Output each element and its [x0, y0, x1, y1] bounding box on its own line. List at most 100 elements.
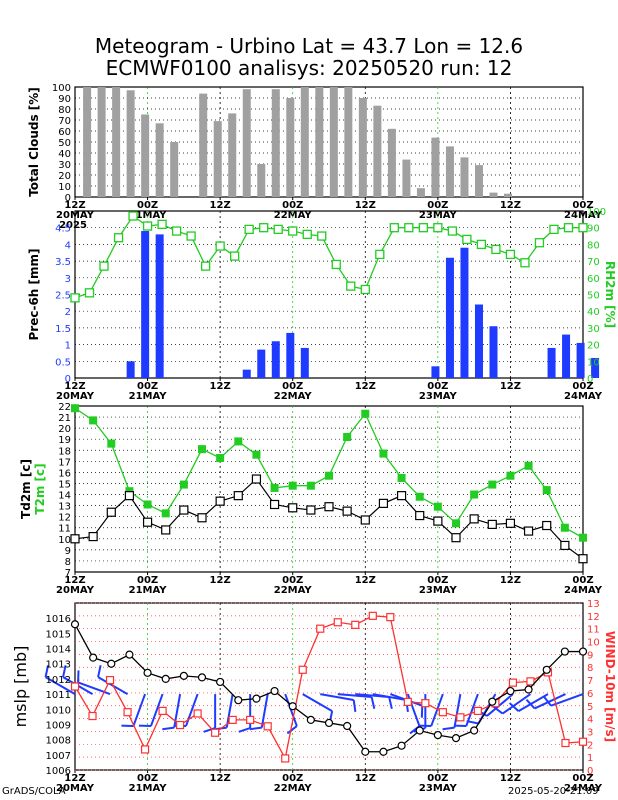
y-tick-label: 9	[65, 546, 71, 557]
td2m-marker	[342, 506, 352, 516]
x-tick-label: 00Z	[572, 200, 593, 211]
td2m-marker	[505, 518, 516, 528]
cloud-bar	[199, 93, 208, 197]
td2m-marker	[251, 474, 262, 484]
cloud-bar	[126, 90, 135, 197]
y-axis-label: mslp [mb]	[11, 646, 30, 728]
wind-barb-flag	[249, 726, 262, 731]
cloud-bar	[402, 159, 411, 197]
mslp-marker	[433, 730, 442, 740]
x-tick-label: 12Z	[500, 773, 521, 784]
mslp-marker	[524, 685, 533, 694]
td2m-marker	[378, 498, 389, 508]
precip-bar	[431, 366, 440, 378]
y-tick-label: 22	[58, 402, 71, 413]
mslp-marker	[578, 647, 588, 656]
mslp-marker	[306, 715, 315, 725]
wind-barb-flag	[466, 720, 479, 725]
cloud-bar	[504, 193, 513, 197]
x-year-label: 2025	[59, 220, 87, 231]
cloud-bar	[489, 192, 498, 197]
td2m-marker	[288, 503, 298, 513]
wind-marker	[158, 706, 167, 716]
y-tick-label: 90	[58, 94, 71, 105]
rh-marker	[273, 224, 283, 235]
y-tick-label: 1015	[46, 629, 71, 640]
rh-marker	[563, 223, 574, 233]
x-date-label: 23MAY	[419, 391, 458, 402]
y-right-tick-label: 60	[587, 274, 600, 285]
wind-marker	[526, 677, 535, 686]
mslp-marker	[89, 653, 98, 662]
wind-barb	[486, 693, 514, 717]
wind-barb	[185, 693, 199, 727]
td2m-marker	[70, 534, 80, 544]
cloud-bar	[112, 87, 121, 197]
x-tick-label: 00Z	[282, 200, 303, 211]
t2m-marker	[415, 492, 424, 501]
precip-bar	[286, 332, 295, 378]
wind-barb	[45, 676, 76, 695]
td2m-marker	[433, 516, 443, 526]
t2m-marker	[107, 439, 116, 448]
cloud-bar	[141, 114, 150, 197]
t2m-marker	[270, 483, 279, 492]
y-tick-label: 21	[58, 413, 71, 424]
cloud-bar	[329, 87, 338, 197]
title-line-1: Meteogram - Urbino Lat = 43.7 Lon = 12.6	[94, 34, 524, 58]
wind-marker	[438, 708, 447, 717]
y-right-tick-label: 70	[587, 257, 600, 268]
cloud-bar	[228, 113, 237, 197]
rh-marker	[99, 261, 109, 271]
mslp-marker	[361, 747, 370, 756]
mslp-marker	[70, 620, 80, 629]
rh-marker	[186, 231, 196, 241]
mslp-marker	[488, 697, 497, 706]
footer-left: GrADS/COLA	[2, 786, 66, 797]
y-tick-label: 1011	[46, 690, 71, 701]
y-tick-label: 19	[58, 435, 71, 446]
t2m-marker	[524, 461, 533, 470]
rh-marker	[520, 258, 530, 268]
rh-marker	[346, 281, 356, 291]
y-right-axis-label: WIND-10m [m/s]	[603, 631, 617, 742]
t2m-marker	[71, 404, 79, 413]
td2m-marker	[451, 533, 461, 543]
t2m-marker	[216, 454, 225, 463]
t2m-marker	[397, 473, 406, 482]
panel-2	[70, 404, 588, 575]
y-tick-label: 1	[65, 341, 71, 352]
wind-marker	[403, 697, 412, 707]
t2m-marker	[198, 445, 206, 454]
x-tick-label: 12Z	[500, 575, 521, 586]
precip-bar	[562, 334, 571, 378]
y-tick-label: 60	[58, 127, 71, 138]
wind-barb	[260, 693, 269, 728]
wind-marker	[211, 728, 220, 737]
mslp-marker	[143, 668, 152, 677]
wind-barb-flag	[44, 665, 50, 678]
wind-marker	[316, 624, 325, 633]
mslp-marker	[107, 659, 116, 668]
x-date-label: 21MAY	[129, 783, 168, 794]
x-date-label: 23MAY	[419, 210, 458, 221]
x-tick-label: 12Z	[355, 381, 376, 392]
y-tick-label: 14	[58, 491, 71, 502]
x-tick-label: 00Z	[427, 381, 448, 392]
cloud-bar	[445, 146, 454, 197]
wind-marker	[246, 715, 255, 725]
td2m-marker	[542, 520, 552, 531]
td2m-marker	[324, 502, 334, 512]
x-date-label: 20MAY	[56, 391, 95, 402]
precip-bar	[591, 357, 600, 378]
mslp-marker	[415, 726, 424, 735]
y-tick-label: 80	[58, 105, 71, 116]
wind-marker	[333, 618, 342, 627]
wind-marker	[561, 738, 570, 748]
mslp-marker	[161, 674, 170, 684]
mslp-line	[74, 623, 583, 753]
mslp-marker	[506, 686, 515, 696]
y-tick-label: 30	[58, 160, 71, 171]
precip-bar	[271, 341, 280, 378]
y-right-tick-label: 6	[587, 689, 593, 700]
